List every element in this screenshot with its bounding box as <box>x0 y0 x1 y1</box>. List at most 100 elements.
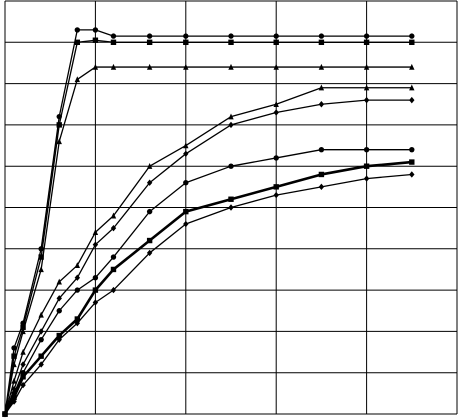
marker <box>92 241 99 248</box>
marker <box>74 274 81 281</box>
marker <box>74 287 81 293</box>
marker <box>74 27 81 33</box>
marker <box>20 324 26 330</box>
marker <box>183 142 189 149</box>
marker <box>11 394 17 401</box>
marker <box>74 39 81 45</box>
marker <box>273 39 279 45</box>
marker <box>56 278 62 285</box>
marker <box>318 183 325 191</box>
marker <box>92 27 99 33</box>
marker <box>273 33 279 39</box>
marker <box>74 319 81 327</box>
marker <box>183 63 189 70</box>
marker <box>228 63 234 70</box>
marker <box>110 39 117 45</box>
marker <box>146 208 153 215</box>
marker <box>38 266 44 273</box>
marker <box>11 345 17 351</box>
marker <box>409 63 415 70</box>
marker <box>273 63 279 70</box>
series-line <box>4 66 412 415</box>
marker <box>11 361 17 368</box>
marker <box>363 63 370 70</box>
marker <box>92 275 99 281</box>
series-line <box>4 87 412 415</box>
marker <box>56 308 62 314</box>
marker <box>409 146 415 153</box>
marker <box>228 163 234 169</box>
marker <box>110 224 117 232</box>
marker <box>318 171 325 178</box>
marker <box>183 33 189 39</box>
marker <box>363 146 370 153</box>
marker <box>38 361 44 368</box>
marker <box>318 63 325 70</box>
marker <box>92 229 99 235</box>
marker <box>146 33 153 39</box>
marker <box>273 184 279 190</box>
marker <box>318 146 325 153</box>
marker <box>363 163 370 169</box>
marker <box>110 254 117 260</box>
marker <box>409 171 415 178</box>
marker <box>20 328 26 335</box>
marker <box>146 179 153 186</box>
marker <box>20 374 26 380</box>
marker <box>56 295 62 302</box>
marker <box>38 336 44 343</box>
marker <box>74 262 81 269</box>
marker <box>363 84 370 91</box>
marker <box>318 101 325 108</box>
marker <box>228 196 234 202</box>
marker <box>74 76 81 83</box>
plot-area <box>2 27 415 418</box>
marker <box>110 266 117 273</box>
marker <box>228 113 234 120</box>
marker <box>92 287 99 293</box>
marker <box>228 39 234 45</box>
marker <box>409 96 415 104</box>
marker <box>183 208 189 215</box>
marker <box>273 191 279 199</box>
marker <box>92 37 99 43</box>
marker <box>56 332 62 339</box>
marker <box>363 96 370 104</box>
marker <box>228 121 234 129</box>
marker <box>146 237 153 244</box>
series-line <box>4 99 412 415</box>
marker <box>363 33 370 39</box>
marker <box>110 286 117 294</box>
marker <box>183 180 189 186</box>
marker <box>38 311 44 318</box>
series-line <box>3 160 412 415</box>
marker <box>273 109 279 116</box>
marker <box>38 328 44 335</box>
marker <box>2 410 8 418</box>
marker <box>20 348 26 355</box>
marker <box>183 150 189 158</box>
marker <box>409 84 415 91</box>
marker <box>228 33 234 39</box>
marker <box>38 254 44 260</box>
marker <box>110 33 117 39</box>
marker <box>20 361 26 368</box>
marker <box>409 33 415 39</box>
marker <box>183 220 189 228</box>
marker <box>92 299 99 306</box>
marker <box>110 63 117 70</box>
marker <box>318 33 325 39</box>
marker <box>56 122 62 128</box>
marker <box>363 175 370 182</box>
marker <box>318 39 325 45</box>
marker <box>11 398 17 405</box>
marker <box>273 155 279 161</box>
marker <box>228 204 234 211</box>
series-line <box>4 39 412 415</box>
marker <box>146 163 153 169</box>
marker <box>38 353 44 359</box>
marker <box>146 249 153 257</box>
marker <box>409 159 415 165</box>
series-line <box>4 173 412 415</box>
marker <box>363 39 370 45</box>
